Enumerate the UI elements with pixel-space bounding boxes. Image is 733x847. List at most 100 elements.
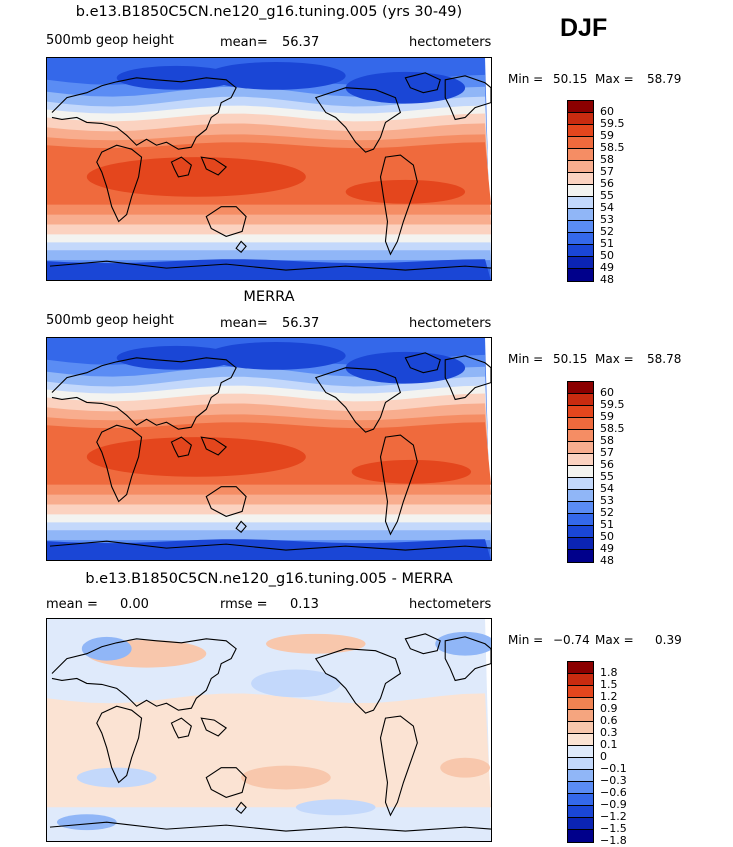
coastline-path	[235, 520, 247, 534]
coastline-path	[314, 87, 402, 153]
colorbar-swatch	[568, 185, 593, 197]
contour-blob	[56, 814, 117, 831]
panel-1-title: b.e13.B1850C5CN.ne120_g16.tuning.005 (yr…	[75, 4, 463, 20]
season-label: DJF	[560, 14, 608, 42]
colorbar-swatch	[568, 662, 593, 674]
colorbar-swatch	[568, 830, 593, 842]
coastline-path	[96, 144, 143, 223]
colorbar-label: 54	[600, 482, 614, 495]
colorbar-label: 49	[600, 542, 614, 555]
colorbar-label: 0.6	[600, 714, 618, 727]
colorbar-swatch	[568, 698, 593, 710]
colorbar-swatch	[568, 137, 593, 149]
colorbar-swatch	[568, 125, 593, 137]
colorbar-label: 0.9	[600, 702, 618, 715]
colorbar-swatch	[568, 514, 593, 526]
coastline-path	[170, 156, 192, 178]
contour-blob	[86, 437, 306, 477]
panel-3-map	[46, 618, 492, 842]
colorbar-swatch	[568, 394, 593, 406]
coastlines	[49, 633, 491, 832]
colorbar-swatch	[568, 382, 593, 394]
colorbar-label: 58	[600, 153, 614, 166]
coastlines	[49, 352, 491, 551]
colorbar-swatch	[568, 734, 593, 746]
colorbar-swatch	[568, 245, 593, 257]
coastline-path	[205, 486, 247, 517]
colorbar-swatch	[568, 722, 593, 734]
colorbar-label: 1.8	[600, 666, 618, 679]
coastline-path	[444, 355, 491, 401]
panel-2-colorbar	[567, 381, 594, 563]
coastline-path	[200, 436, 228, 456]
coastline-path	[379, 434, 418, 536]
contour-blob	[241, 765, 331, 790]
contour-blob	[206, 61, 346, 90]
coastline-path	[404, 352, 441, 374]
colorbar-swatch	[568, 526, 593, 538]
colorbar-swatch	[568, 454, 593, 466]
contour-blob	[116, 345, 237, 370]
colorbar-label: 49	[600, 261, 614, 274]
colorbar-label: 53	[600, 213, 614, 226]
colorbar-swatch	[568, 269, 593, 281]
panel-2-max-value: 58.78	[647, 352, 682, 366]
colorbar-swatch	[568, 538, 593, 550]
colorbar-label: 58	[600, 434, 614, 447]
contour-band	[47, 693, 491, 808]
contour-fill	[47, 58, 491, 280]
colorbar-label: −0.9	[600, 798, 627, 811]
colorbar-label: 52	[600, 506, 614, 519]
coastline-path	[96, 705, 143, 784]
panel-2-map	[46, 337, 492, 561]
panel-2-min-label: Min =	[508, 352, 544, 366]
panel-3-rmse-label: rmse =	[220, 597, 268, 612]
contour-fill	[47, 338, 491, 560]
colorbar-label: 48	[600, 554, 614, 567]
colorbar-label: 59.5	[600, 117, 625, 130]
colorbar-swatch	[568, 758, 593, 770]
colorbar-label: 60	[600, 105, 614, 118]
colorbar-swatch	[568, 818, 593, 830]
panel-1-field-label: 500mb geop height	[46, 33, 174, 48]
colorbar-label: 52	[600, 225, 614, 238]
panel-1-max-value: 58.79	[647, 72, 682, 86]
coastline-path	[205, 206, 247, 237]
coastline-path	[444, 636, 491, 682]
coastline-path	[170, 717, 192, 739]
panel-1-min-label: Min =	[508, 72, 544, 86]
contour-blob	[251, 669, 341, 698]
panel-2-mean-label: mean=	[220, 316, 268, 331]
coastline-path	[314, 648, 402, 714]
colorbar-swatch	[568, 794, 593, 806]
colorbar-swatch	[568, 442, 593, 454]
contour-blob	[266, 633, 366, 654]
colorbar-label: 1.5	[600, 678, 618, 691]
colorbar-label: 51	[600, 237, 614, 250]
colorbar-label: 55	[600, 470, 614, 483]
colorbar-label: 56	[600, 177, 614, 190]
panel-2-title: MERRA	[243, 289, 295, 305]
contour-blob	[440, 757, 491, 778]
coastline-path	[49, 260, 491, 271]
panel-3-units: hectometers	[409, 597, 492, 612]
colorbar-swatch	[568, 550, 593, 562]
colorbar-label: 51	[600, 518, 614, 531]
panel-3-rmse-value: 0.13	[290, 597, 319, 612]
coastline-path	[314, 367, 402, 433]
contour-blob	[116, 65, 237, 90]
contour-blob	[206, 341, 346, 370]
colorbar-swatch	[568, 221, 593, 233]
colorbar-label: 57	[600, 446, 614, 459]
panel-2-mean-value: 56.37	[282, 316, 320, 331]
colorbar-label: 58.5	[600, 141, 625, 154]
colorbar-swatch	[568, 173, 593, 185]
panel-3-title: b.e13.B1850C5CN.ne120_g16.tuning.005 - M…	[85, 571, 453, 587]
colorbar-label: 50	[600, 249, 614, 262]
colorbar-swatch	[568, 406, 593, 418]
panel-1-mean-label: mean=	[220, 35, 268, 50]
panel-1-colorbar	[567, 100, 594, 282]
contour-blob	[81, 636, 132, 661]
contour-blob	[295, 799, 376, 816]
colorbar-swatch	[568, 161, 593, 173]
